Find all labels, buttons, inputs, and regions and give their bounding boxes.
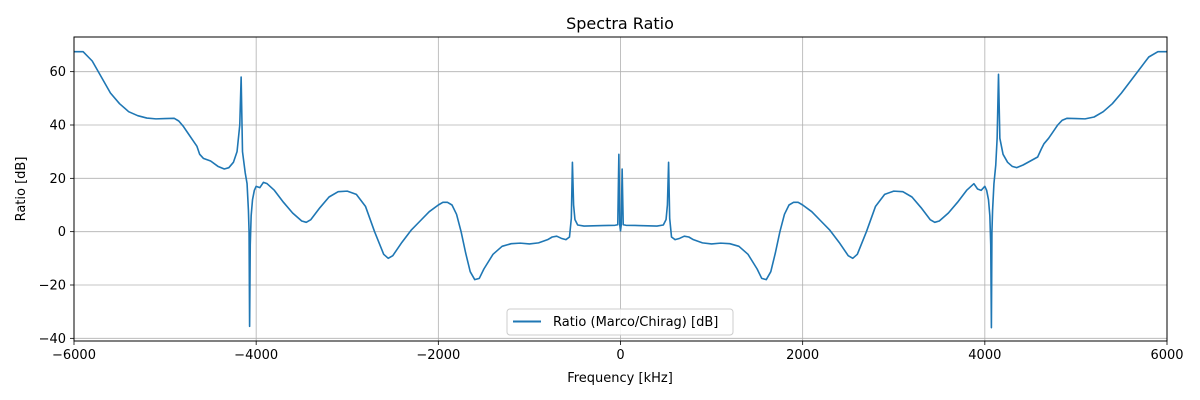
series-layer	[74, 50, 1167, 329]
x-tick-label: −2000	[416, 348, 460, 363]
legend-label: Ratio (Marco/Chirag) [dB]	[553, 315, 718, 330]
y-tick-label: −40	[39, 332, 66, 347]
x-tick-label: 6000	[1150, 348, 1183, 363]
y-axis-label: Ratio [dB]	[14, 157, 29, 222]
x-tick-label: −6000	[52, 348, 96, 363]
x-tick-label: 0	[616, 348, 624, 363]
x-axis-label: Frequency [kHz]	[567, 371, 673, 386]
y-axis: −40 −20 0 20 40 60	[39, 65, 74, 347]
y-tick-label: 60	[49, 65, 66, 80]
series-line-0	[74, 50, 1167, 329]
x-axis: −6000 −4000 −2000 0 2000 4000 6000	[52, 341, 1184, 363]
x-tick-label: −4000	[234, 348, 278, 363]
legend: Ratio (Marco/Chirag) [dB]	[506, 308, 734, 336]
y-tick-label: −20	[39, 279, 66, 294]
grid	[73, 37, 1168, 341]
x-tick-label: 4000	[968, 348, 1001, 363]
y-tick-label: 20	[49, 172, 66, 187]
legend-box	[506, 308, 734, 336]
x-tick-label: 2000	[786, 348, 819, 363]
y-tick-label: 0	[58, 225, 66, 240]
chart-title: Spectra Ratio	[566, 14, 674, 33]
y-tick-label: 40	[49, 119, 66, 134]
